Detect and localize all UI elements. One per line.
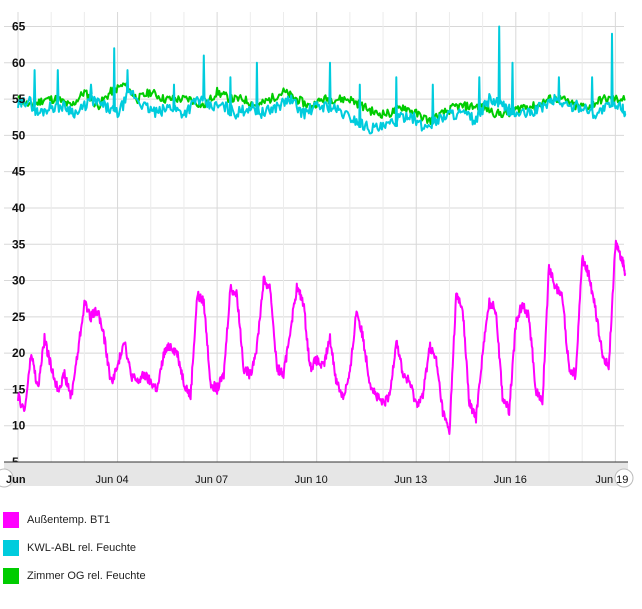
legend-label-kwl-abl: KWL-ABL rel. Feuchte [27, 542, 137, 554]
y-tick-label: 15 [12, 382, 26, 396]
axis-ticks: 5101520253035404550556065 [12, 20, 26, 469]
legend-item-zimmer-og[interactable]: Zimmer OG rel. Feuchte [3, 562, 146, 590]
legend-label-zimmer-og: Zimmer OG rel. Feuchte [27, 570, 146, 582]
y-tick-label: 30 [12, 274, 26, 288]
y-tick-label: 45 [12, 165, 26, 179]
navigator-bar[interactable] [4, 462, 628, 486]
x-tick-label: Jun [6, 474, 26, 486]
navigator-handle-left[interactable] [0, 468, 14, 488]
x-tick-label: Jun 13 [394, 474, 427, 486]
series-lines [17, 25, 627, 435]
legend-swatch-kwl-abl [3, 540, 19, 556]
x-tick-label: Jun 10 [295, 474, 328, 486]
x-tick-labels: Jun Jun 04 Jun 07 Jun 10 Jun 13 Jun 16 Jun 19 [6, 474, 628, 486]
legend-swatch-aussentemp [3, 512, 19, 528]
legend: Außentemp. BT1 KWL-ABL rel. Feuchte Zimm… [3, 506, 146, 590]
x-tick-label: Jun 04 [96, 474, 129, 486]
navigator-handle-right[interactable] [614, 468, 634, 488]
y-tick-label: 55 [12, 92, 26, 106]
y-tick-label: 50 [12, 128, 26, 142]
x-tick-label: Jun 16 [494, 474, 527, 486]
y-tick-label: 10 [12, 419, 26, 433]
series-line-1 [17, 25, 627, 135]
series-line-0 [17, 239, 627, 435]
y-tick-label: 20 [12, 346, 26, 360]
x-tick-label: Jun 07 [195, 474, 228, 486]
legend-item-aussentemp[interactable]: Außentemp. BT1 [3, 506, 146, 534]
y-tick-label: 65 [12, 20, 26, 34]
x-tick-label: Jun 19 [595, 474, 628, 486]
y-tick-label: 25 [12, 310, 26, 324]
legend-swatch-zimmer-og [3, 568, 19, 584]
legend-label-aussentemp: Außentemp. BT1 [27, 514, 111, 526]
y-tick-label: 60 [12, 56, 26, 70]
y-tick-label: 40 [12, 201, 26, 215]
plot-area [4, 12, 624, 462]
y-tick-label: 35 [12, 237, 26, 251]
series-line-2 [17, 82, 626, 125]
legend-item-kwl-abl[interactable]: KWL-ABL rel. Feuchte [3, 534, 146, 562]
